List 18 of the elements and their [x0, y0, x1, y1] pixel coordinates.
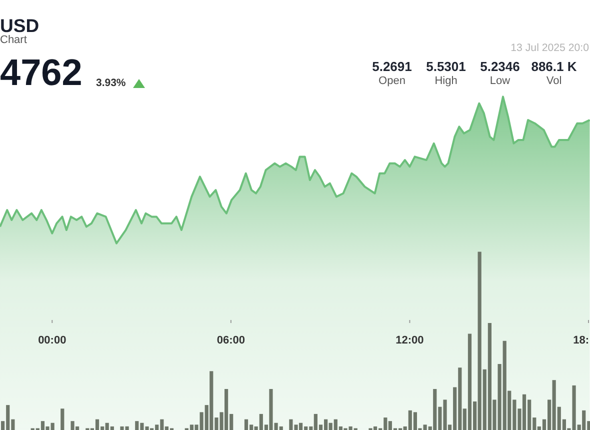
- text: 4762: [0, 52, 82, 92]
- chart-title: USD: [0, 14, 40, 36]
- bar: [60, 408, 64, 430]
- text: 5.2346: [479, 59, 521, 74]
- chart-subtitle: Chart: [0, 34, 27, 46]
- text: Open: [378, 75, 406, 87]
- x-tick-label: 00:00: [38, 334, 66, 346]
- text: 886.1 K: [530, 59, 578, 74]
- x-tick-label: 06:00: [216, 334, 246, 346]
- text: 13 Jul 2025 20:0: [510, 42, 589, 54]
- text: Low: [488, 75, 512, 87]
- text: High: [434, 75, 458, 87]
- x-tick-label: 12:00: [396, 334, 424, 346]
- text: 5.5301: [425, 59, 467, 74]
- x-tick-label: 18:: [573, 334, 589, 346]
- text: 3.93%: [96, 77, 126, 89]
- text: 5.2691: [371, 59, 413, 74]
- text: Vol: [545, 75, 563, 87]
